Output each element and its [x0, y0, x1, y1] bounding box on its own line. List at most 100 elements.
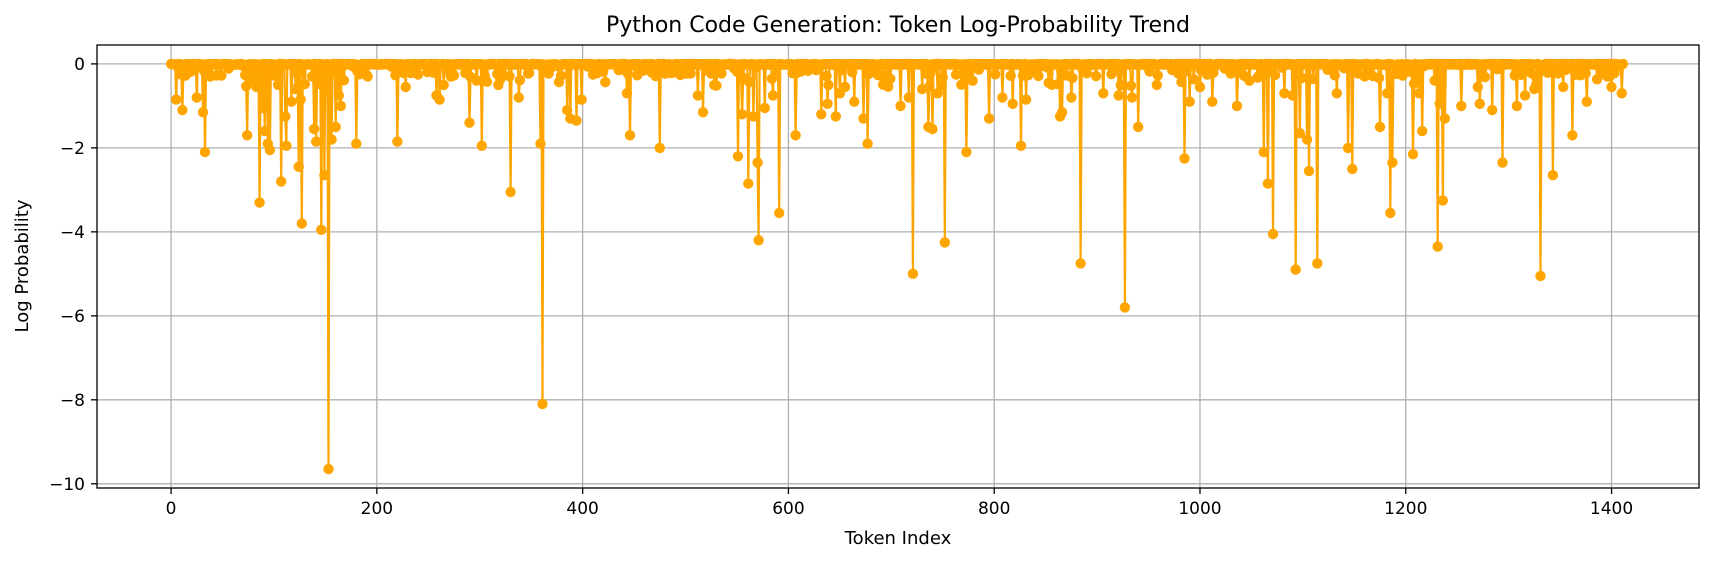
- data-point: [326, 134, 337, 145]
- data-point: [1119, 302, 1131, 313]
- data-point: [1098, 88, 1109, 99]
- data-point: [272, 79, 284, 91]
- data-point: [1407, 149, 1419, 160]
- y-tick-label: −4: [60, 223, 85, 243]
- data-point: [1184, 96, 1195, 107]
- data-point: [744, 76, 755, 88]
- y-tick-label: 0: [74, 55, 85, 75]
- data-point: [1294, 128, 1306, 139]
- data-point: [434, 94, 445, 105]
- data-point: [990, 69, 1001, 80]
- data-point: [1387, 157, 1398, 168]
- data-point: [292, 68, 303, 79]
- data-point: [332, 68, 343, 79]
- data-point: [1535, 270, 1546, 282]
- x-tick-label: 0: [166, 499, 177, 519]
- data-point: [903, 92, 914, 103]
- data-point: [1020, 94, 1032, 105]
- data-point: [251, 81, 262, 93]
- data-point: [1472, 81, 1484, 93]
- data-point: [997, 92, 1008, 103]
- data-point: [257, 102, 268, 114]
- data-point: [1005, 70, 1016, 82]
- data-point: [743, 178, 754, 189]
- data-point: [338, 75, 350, 86]
- data-point: [932, 88, 943, 99]
- data-point: [1511, 100, 1523, 112]
- data-point: [392, 136, 403, 147]
- data-point: [428, 67, 439, 79]
- data-point: [759, 102, 770, 114]
- data-point: [1329, 70, 1341, 81]
- x-tick-label: 1200: [1384, 499, 1427, 519]
- data-point: [523, 67, 535, 79]
- y-axis-label: Log Probability: [12, 199, 33, 332]
- data-point: [319, 170, 330, 181]
- plot-frame: [96, 44, 1700, 489]
- data-point: [1269, 69, 1281, 81]
- data-point: [259, 125, 270, 137]
- data-point: [1066, 92, 1077, 103]
- data-point: [1173, 68, 1184, 79]
- data-point: [197, 107, 209, 118]
- data-point: [1308, 73, 1319, 85]
- data-point: [1303, 165, 1315, 177]
- data-point: [1342, 142, 1354, 154]
- data-point: [600, 76, 611, 88]
- data-point: [313, 78, 324, 90]
- data-point: [1331, 88, 1343, 99]
- data-point: [1312, 258, 1323, 269]
- y-tick-label: −6: [60, 307, 85, 327]
- data-point: [1290, 264, 1301, 275]
- data-point: [505, 186, 516, 198]
- data-point: [830, 111, 841, 122]
- data-point: [270, 67, 282, 78]
- data-point: [936, 80, 947, 91]
- chart-title: Python Code Generation: Token Log-Probab…: [606, 13, 1190, 38]
- tick-layer: 0 200 400 600 800 1000 1200 1400 0 −2 −4 −6 −8 −10: [49, 55, 1633, 519]
- data-point: [1033, 70, 1044, 82]
- data-point: [296, 218, 307, 229]
- data-point: [280, 111, 291, 122]
- data-point: [537, 398, 548, 410]
- data-point: [476, 140, 487, 151]
- data-point: [1244, 75, 1255, 86]
- data-point: [1374, 121, 1386, 133]
- data-point: [770, 70, 782, 81]
- data-point: [1487, 104, 1498, 116]
- data-point: [1347, 163, 1358, 175]
- data-point: [624, 130, 636, 141]
- data-point: [323, 463, 334, 475]
- data-point: [1417, 125, 1428, 137]
- data-point: [883, 81, 894, 92]
- data-point: [692, 90, 704, 101]
- data-point: [290, 83, 301, 95]
- data-point: [732, 151, 744, 162]
- data-point: [1515, 69, 1527, 81]
- data-point: [504, 71, 515, 82]
- data-point: [1301, 134, 1313, 145]
- data-point: [295, 94, 306, 105]
- y-tick-label: −2: [60, 139, 85, 159]
- data-point: [254, 197, 265, 208]
- data-point: [1434, 98, 1445, 110]
- data-point: [1580, 68, 1592, 79]
- data-point: [351, 138, 362, 149]
- data-point: [316, 224, 327, 235]
- data-point: [967, 75, 978, 86]
- data-point: [939, 237, 950, 248]
- data-point: [333, 90, 344, 101]
- data-point: [1558, 81, 1569, 93]
- data-point: [1207, 96, 1218, 107]
- data-point: [1152, 70, 1164, 81]
- data-point: [1456, 100, 1467, 112]
- data-point: [199, 146, 211, 158]
- data-point: [937, 72, 948, 83]
- data-point: [950, 69, 962, 80]
- data-point: [716, 68, 727, 79]
- data-point: [956, 79, 967, 90]
- x-tick-label: 200: [361, 499, 393, 519]
- data-point: [1090, 70, 1102, 82]
- data-point: [924, 81, 935, 92]
